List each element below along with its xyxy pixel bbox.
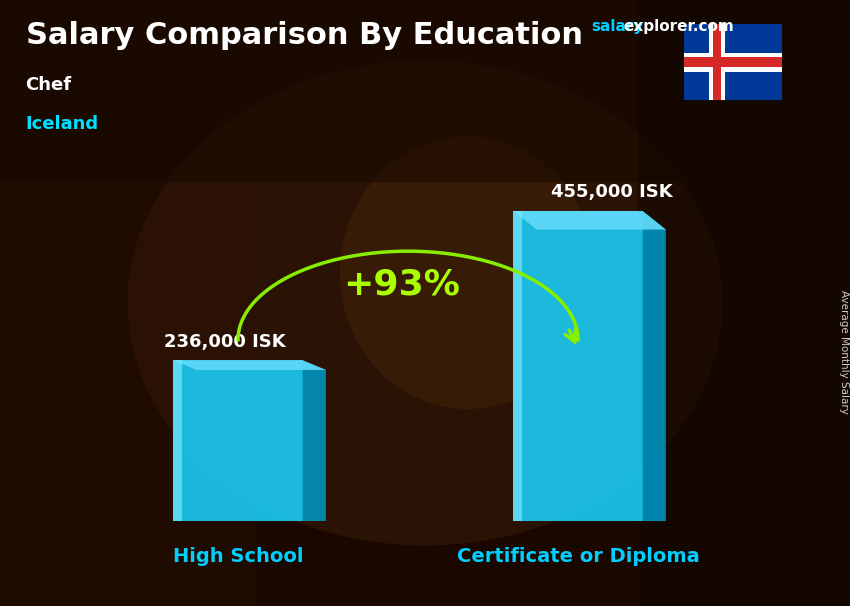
- Text: 455,000 ISK: 455,000 ISK: [551, 184, 673, 201]
- Text: salary: salary: [591, 19, 643, 35]
- Bar: [0, 0, 850, 182]
- Text: Iceland: Iceland: [26, 115, 99, 133]
- Polygon shape: [173, 360, 303, 521]
- Text: Certificate or Diploma: Certificate or Diploma: [456, 547, 700, 566]
- Polygon shape: [173, 360, 183, 521]
- Polygon shape: [643, 211, 666, 521]
- Bar: [713, 24, 721, 100]
- Text: Salary Comparison By Education: Salary Comparison By Education: [26, 21, 582, 50]
- Bar: [684, 58, 782, 67]
- Text: 236,000 ISK: 236,000 ISK: [163, 333, 286, 351]
- Text: Chef: Chef: [26, 76, 71, 94]
- Text: explorer.com: explorer.com: [623, 19, 734, 35]
- Polygon shape: [173, 360, 326, 370]
- Ellipse shape: [128, 61, 722, 545]
- Text: Average Monthly Salary: Average Monthly Salary: [839, 290, 849, 413]
- Ellipse shape: [340, 136, 595, 409]
- Bar: [0, 182, 255, 606]
- Polygon shape: [513, 211, 523, 521]
- Polygon shape: [513, 211, 666, 230]
- Polygon shape: [303, 360, 326, 521]
- Text: +93%: +93%: [343, 268, 460, 302]
- Text: High School: High School: [173, 547, 303, 566]
- Bar: [684, 53, 782, 72]
- Bar: [638, 0, 850, 606]
- Polygon shape: [513, 211, 643, 521]
- Bar: [709, 24, 725, 100]
